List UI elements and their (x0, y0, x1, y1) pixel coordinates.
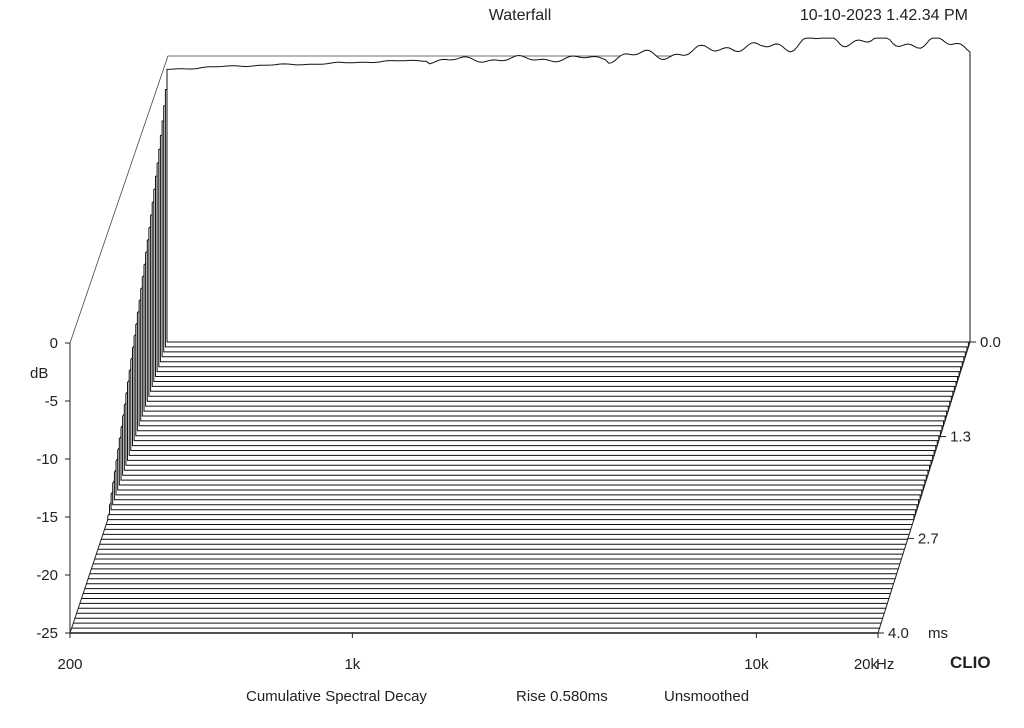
z-tick-label: 0.0 (980, 334, 1001, 351)
x-tick-label: 1k (344, 656, 360, 673)
decay-slices (70, 37, 971, 634)
y-tick-label: -5 (45, 393, 58, 410)
y-tick-label: -15 (36, 509, 58, 526)
y-tick-label: 0 (50, 335, 58, 352)
z-tick-label: 4.0 (888, 625, 909, 642)
x-tick-label: 20k (854, 656, 879, 673)
y-axis-unit-label: dB (30, 365, 48, 382)
footer-rise: Rise 0.580ms (516, 688, 608, 705)
x-tick-label: 10k (744, 656, 769, 673)
y-tick-label: -20 (36, 567, 58, 584)
x-axis-unit-label: Hz (876, 656, 894, 673)
axis-ticks: 0 -5 -10 -15 -20 -25 200 1k 10k 20k 0.0 1.3 2.7 4.0 (36, 334, 1001, 673)
footer-smoothing: Unsmoothed (664, 688, 749, 705)
footer-caption: Cumulative Spectral Decay (246, 688, 427, 705)
chart-title: Waterfall (489, 7, 552, 24)
y-tick-label: -25 (36, 625, 58, 642)
x-tick-label: 200 (57, 656, 82, 673)
chart-timestamp: 10-10-2023 1.42.34 PM (800, 7, 968, 24)
decay-slice (166, 37, 971, 343)
z-tick-label: 1.3 (950, 429, 971, 446)
y-tick-label: -10 (36, 451, 58, 468)
clio-brand: CLIO (950, 653, 991, 672)
z-axis-unit-label: ms (928, 625, 948, 642)
z-tick-label: 2.7 (918, 530, 939, 547)
